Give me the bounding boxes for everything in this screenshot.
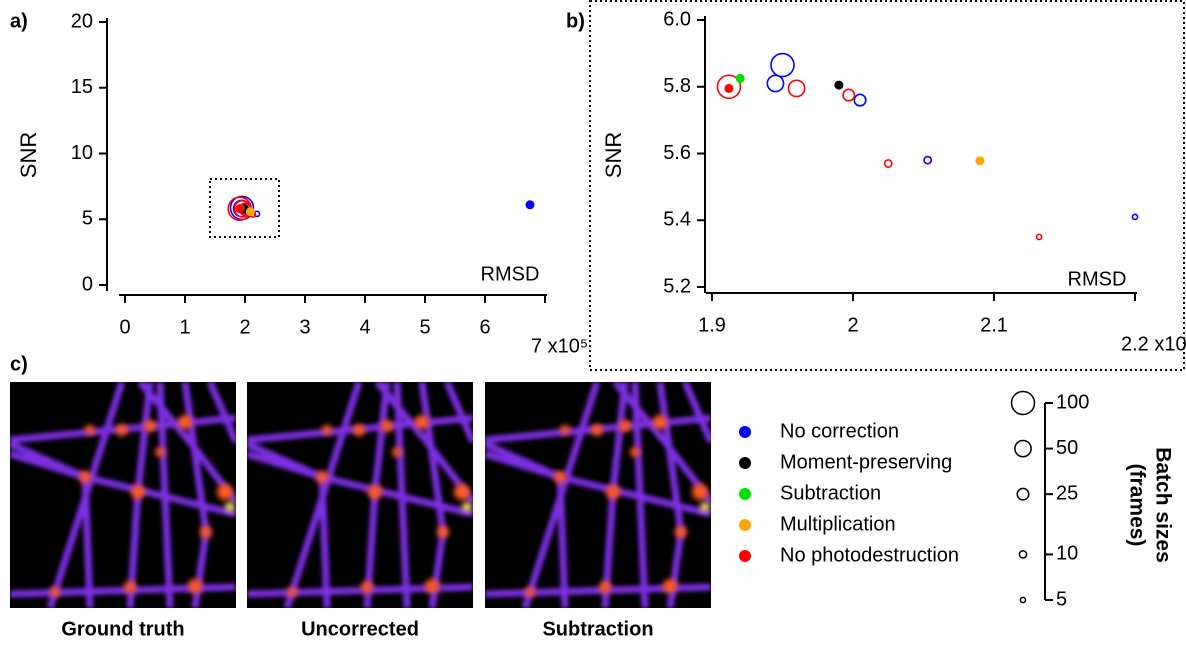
x-axis-label: RMSD xyxy=(481,263,540,285)
y-tick-label: 20 xyxy=(71,10,93,32)
image-caption: Subtraction xyxy=(542,618,653,640)
x-tick-label: 0 xyxy=(119,316,130,338)
size-tick-label: 50 xyxy=(1056,437,1078,459)
x-tick-label: 6 xyxy=(479,316,490,338)
size-legend-marker xyxy=(1010,390,1036,416)
panel-b-frame xyxy=(589,0,1185,371)
batch-point xyxy=(766,74,785,93)
legend-marker xyxy=(739,457,751,469)
x-axis-label: RMSD xyxy=(1068,268,1127,290)
zoom-box xyxy=(209,178,280,238)
point xyxy=(245,207,255,217)
point xyxy=(975,156,985,166)
x-tick-label: 2 xyxy=(847,314,858,336)
y-axis-label: SNR xyxy=(601,132,626,178)
x-tick-label: 4 xyxy=(359,316,370,338)
point xyxy=(525,200,535,210)
batch-point xyxy=(923,155,933,165)
y-tick-label: 0 xyxy=(82,273,93,295)
batch-point xyxy=(842,88,856,102)
image-caption: Ground truth xyxy=(61,618,184,640)
batch-point xyxy=(770,52,795,78)
batch-point xyxy=(853,93,867,107)
y-tick-label: 5.2 xyxy=(663,275,691,297)
y-tick-label: 10 xyxy=(71,142,93,164)
size-tick-label: 10 xyxy=(1056,543,1078,565)
x-tick-label: 3 xyxy=(299,316,310,338)
legend-label: Subtraction xyxy=(780,482,881,504)
point xyxy=(735,73,745,83)
y-tick-label: 6.0 xyxy=(663,8,691,30)
legend-label: Moment-preserving xyxy=(780,451,952,473)
panel-label: c) xyxy=(10,353,28,375)
x-tick-label: 2.2 x10⁵ xyxy=(1121,333,1186,355)
legend-label: No correction xyxy=(780,420,899,442)
point xyxy=(724,83,734,93)
point xyxy=(235,204,245,214)
batch-point xyxy=(1035,233,1043,241)
legend-marker xyxy=(739,550,751,562)
image-ground-truth xyxy=(10,382,236,608)
image-uncorrected xyxy=(247,382,473,608)
legend-label: No photodestruction xyxy=(780,544,959,566)
y-tick-label: 5.8 xyxy=(663,75,691,97)
x-tick-label: 7 x10⁵ xyxy=(531,335,588,357)
legend-marker xyxy=(739,519,751,531)
image-subtraction xyxy=(485,382,711,608)
panel-label: a) xyxy=(10,10,28,32)
panel-label: b) xyxy=(566,10,585,32)
batch-point xyxy=(787,79,806,98)
size-legend-marker xyxy=(1019,596,1027,604)
size-tick-label: 5 xyxy=(1056,588,1067,610)
image-caption: Uncorrected xyxy=(301,618,419,640)
y-tick-label: 5.6 xyxy=(663,142,691,164)
batch-point xyxy=(883,159,893,168)
size-tick-label: 100 xyxy=(1056,391,1089,413)
size-tick-label: 25 xyxy=(1056,482,1078,504)
size-legend-marker xyxy=(1014,439,1032,458)
legend-label: Multiplication xyxy=(780,513,896,535)
size-legend-marker xyxy=(1016,487,1030,501)
size-legend-title: (frames) xyxy=(1125,464,1148,547)
size-legend-title: Batch sizes xyxy=(1151,447,1174,563)
x-tick-label: 5 xyxy=(419,316,430,338)
x-tick-label: 1.9 xyxy=(698,314,726,336)
x-tick-label: 2 xyxy=(239,316,250,338)
batch-point xyxy=(716,74,742,100)
y-tick-label: 15 xyxy=(71,76,93,98)
y-tick-label: 5.4 xyxy=(663,209,691,231)
batch-point xyxy=(253,210,261,218)
y-axis-label: SNR xyxy=(16,132,41,178)
batch-point xyxy=(1131,213,1139,221)
legend-marker xyxy=(739,426,751,438)
x-tick-label: 2.1 xyxy=(980,314,1008,336)
y-tick-label: 5 xyxy=(82,208,93,230)
point xyxy=(834,80,844,90)
legend-marker xyxy=(739,488,751,500)
size-legend-marker xyxy=(1018,550,1028,559)
x-tick-label: 1 xyxy=(179,316,190,338)
